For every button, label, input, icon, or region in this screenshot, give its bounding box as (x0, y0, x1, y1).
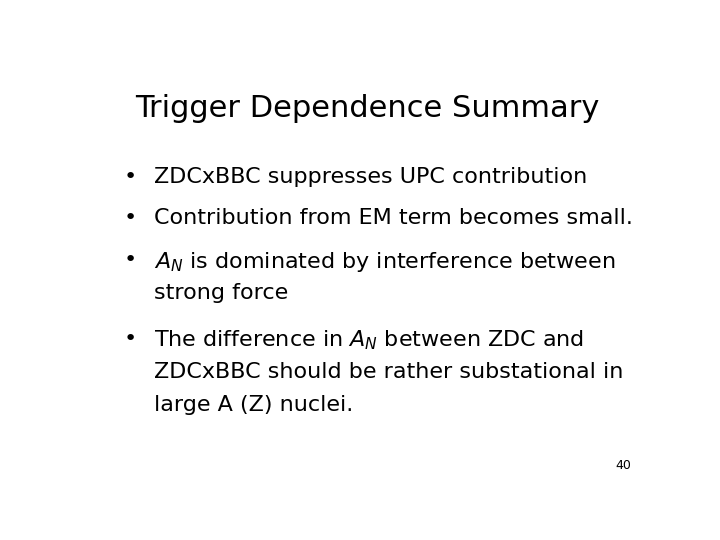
Text: •: • (124, 167, 137, 187)
Text: The difference in $A_N$ between ZDC and: The difference in $A_N$ between ZDC and (154, 329, 584, 353)
Text: Contribution from EM term becomes small.: Contribution from EM term becomes small. (154, 208, 633, 228)
Text: strong force: strong force (154, 283, 289, 303)
Text: $A_N$ is dominated by interference between: $A_N$ is dominated by interference betwe… (154, 250, 616, 274)
Text: •: • (124, 208, 137, 228)
Text: •: • (124, 329, 137, 349)
Text: large A (Z) nuclei.: large A (Z) nuclei. (154, 395, 354, 415)
Text: ZDCxBBC should be rather substational in: ZDCxBBC should be rather substational in (154, 362, 624, 382)
Text: ZDCxBBC suppresses UPC contribution: ZDCxBBC suppresses UPC contribution (154, 167, 588, 187)
Text: Trigger Dependence Summary: Trigger Dependence Summary (135, 94, 599, 123)
Text: •: • (124, 250, 137, 270)
Text: 40: 40 (616, 460, 631, 472)
